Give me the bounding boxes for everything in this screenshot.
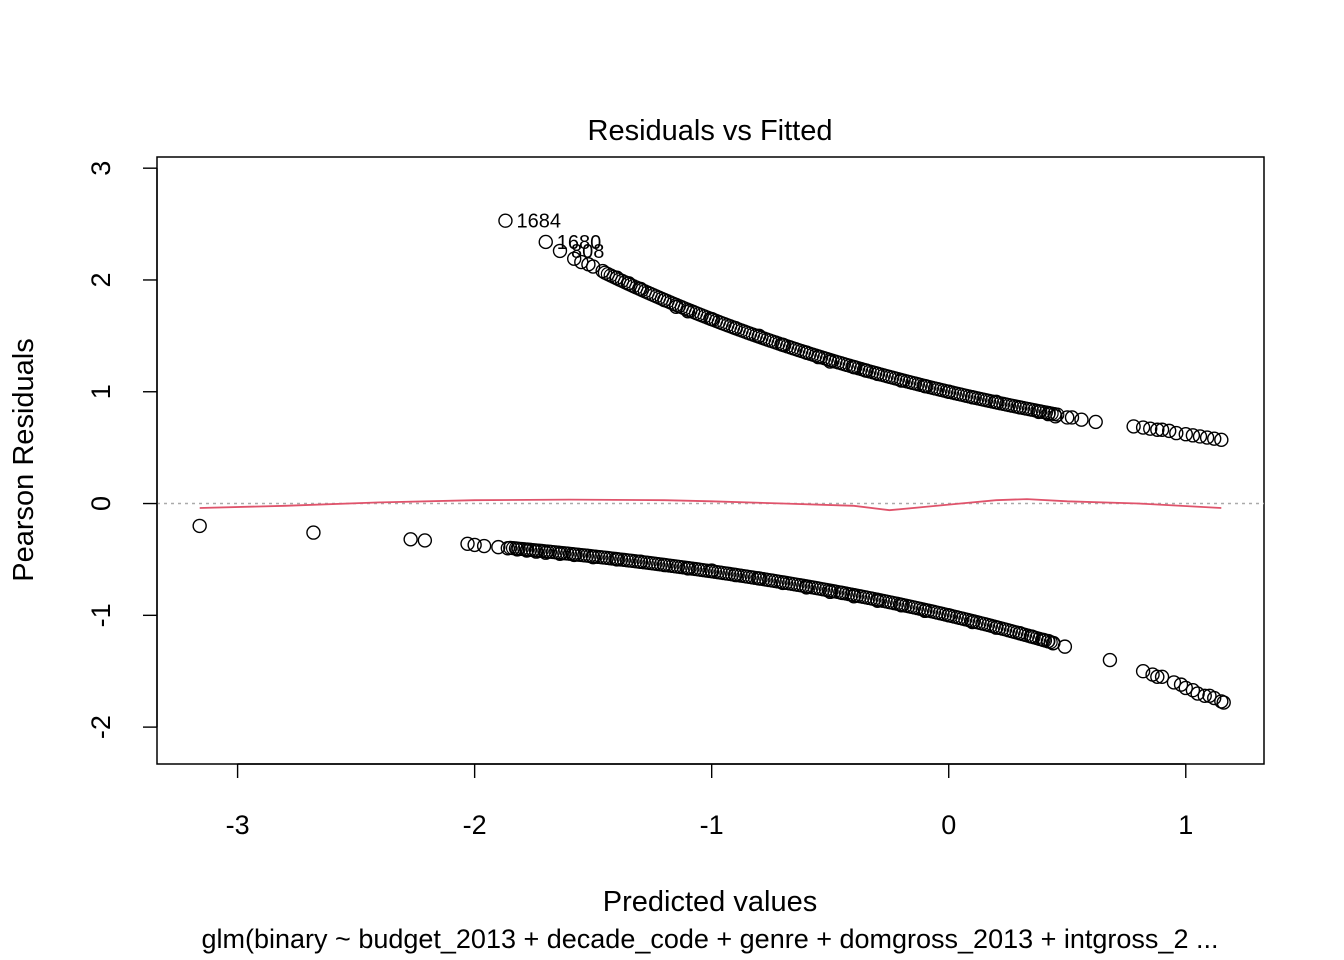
data-point xyxy=(1135,664,1151,679)
data-point xyxy=(1216,695,1231,710)
data-point xyxy=(1102,652,1118,668)
data-point xyxy=(1135,420,1151,435)
data-point xyxy=(1166,675,1182,690)
data-point xyxy=(1050,407,1065,422)
y-tick-label: -1 xyxy=(86,603,116,627)
data-point xyxy=(192,518,207,534)
data-point xyxy=(1154,669,1170,685)
y-tick-label: 0 xyxy=(86,496,116,511)
data-point xyxy=(460,536,475,551)
chart-title: Residuals vs Fitted xyxy=(588,115,833,147)
data-point xyxy=(476,538,492,554)
data-point xyxy=(467,537,482,553)
data-point xyxy=(1178,680,1193,696)
data-point xyxy=(1185,428,1201,443)
data-point xyxy=(1074,412,1089,427)
data-point xyxy=(1088,414,1103,430)
y-tick-label: 2 xyxy=(86,272,116,287)
data-point xyxy=(491,539,506,555)
data-point xyxy=(1173,677,1189,692)
data-point xyxy=(417,533,433,548)
x-tick-label: -1 xyxy=(700,810,724,840)
data-point xyxy=(1185,683,1201,698)
y-tick-label: 1 xyxy=(86,384,116,399)
data-point xyxy=(1207,431,1222,446)
data-point xyxy=(1178,427,1193,442)
model-formula-subtitle: glm(binary ~ budget_2013 + decade_code +… xyxy=(202,924,1219,954)
x-tick-label: -3 xyxy=(226,810,250,840)
data-point xyxy=(1190,686,1205,701)
data-point xyxy=(1207,690,1222,706)
data-point xyxy=(1143,421,1158,436)
x-axis: -3 -2 -1 0 1 xyxy=(226,763,1193,840)
plot-frame xyxy=(156,156,1265,765)
data-point xyxy=(1060,410,1075,425)
data-point xyxy=(1161,423,1177,439)
x-tick-label: -2 xyxy=(463,810,487,840)
smooth-line-path xyxy=(199,498,1222,512)
y-tick-label: -2 xyxy=(86,715,116,739)
y-tick-label: 3 xyxy=(86,161,116,176)
data-point xyxy=(1046,635,1061,651)
data-point xyxy=(538,234,553,250)
x-axis-title: Predicted values xyxy=(603,886,817,918)
y-axis-title: Pearson Residuals xyxy=(8,338,40,581)
data-point xyxy=(1214,432,1229,448)
point-label: 1680 xyxy=(557,232,602,254)
x-tick-label: 1 xyxy=(1178,810,1193,840)
data-point xyxy=(1192,429,1208,444)
data-point xyxy=(552,243,568,259)
data-point xyxy=(306,525,321,540)
data-point xyxy=(1150,669,1165,685)
data-point xyxy=(1150,422,1165,437)
point-label: 1684 xyxy=(516,211,561,233)
y-axis: -2 -1 0 1 2 3 xyxy=(86,161,158,739)
data-point xyxy=(1126,419,1141,434)
data-point xyxy=(1154,422,1170,437)
data-point xyxy=(403,532,418,547)
data-point xyxy=(1169,425,1184,441)
x-tick-label: 0 xyxy=(941,810,956,840)
data-point xyxy=(1199,430,1215,445)
data-point xyxy=(566,251,582,266)
point-label: 808 xyxy=(571,241,604,263)
smooth-line xyxy=(199,498,1222,512)
data-point xyxy=(585,259,601,274)
data-point xyxy=(498,213,513,228)
data-points xyxy=(192,213,1231,710)
data-point xyxy=(1064,410,1080,425)
data-point xyxy=(1197,688,1212,704)
